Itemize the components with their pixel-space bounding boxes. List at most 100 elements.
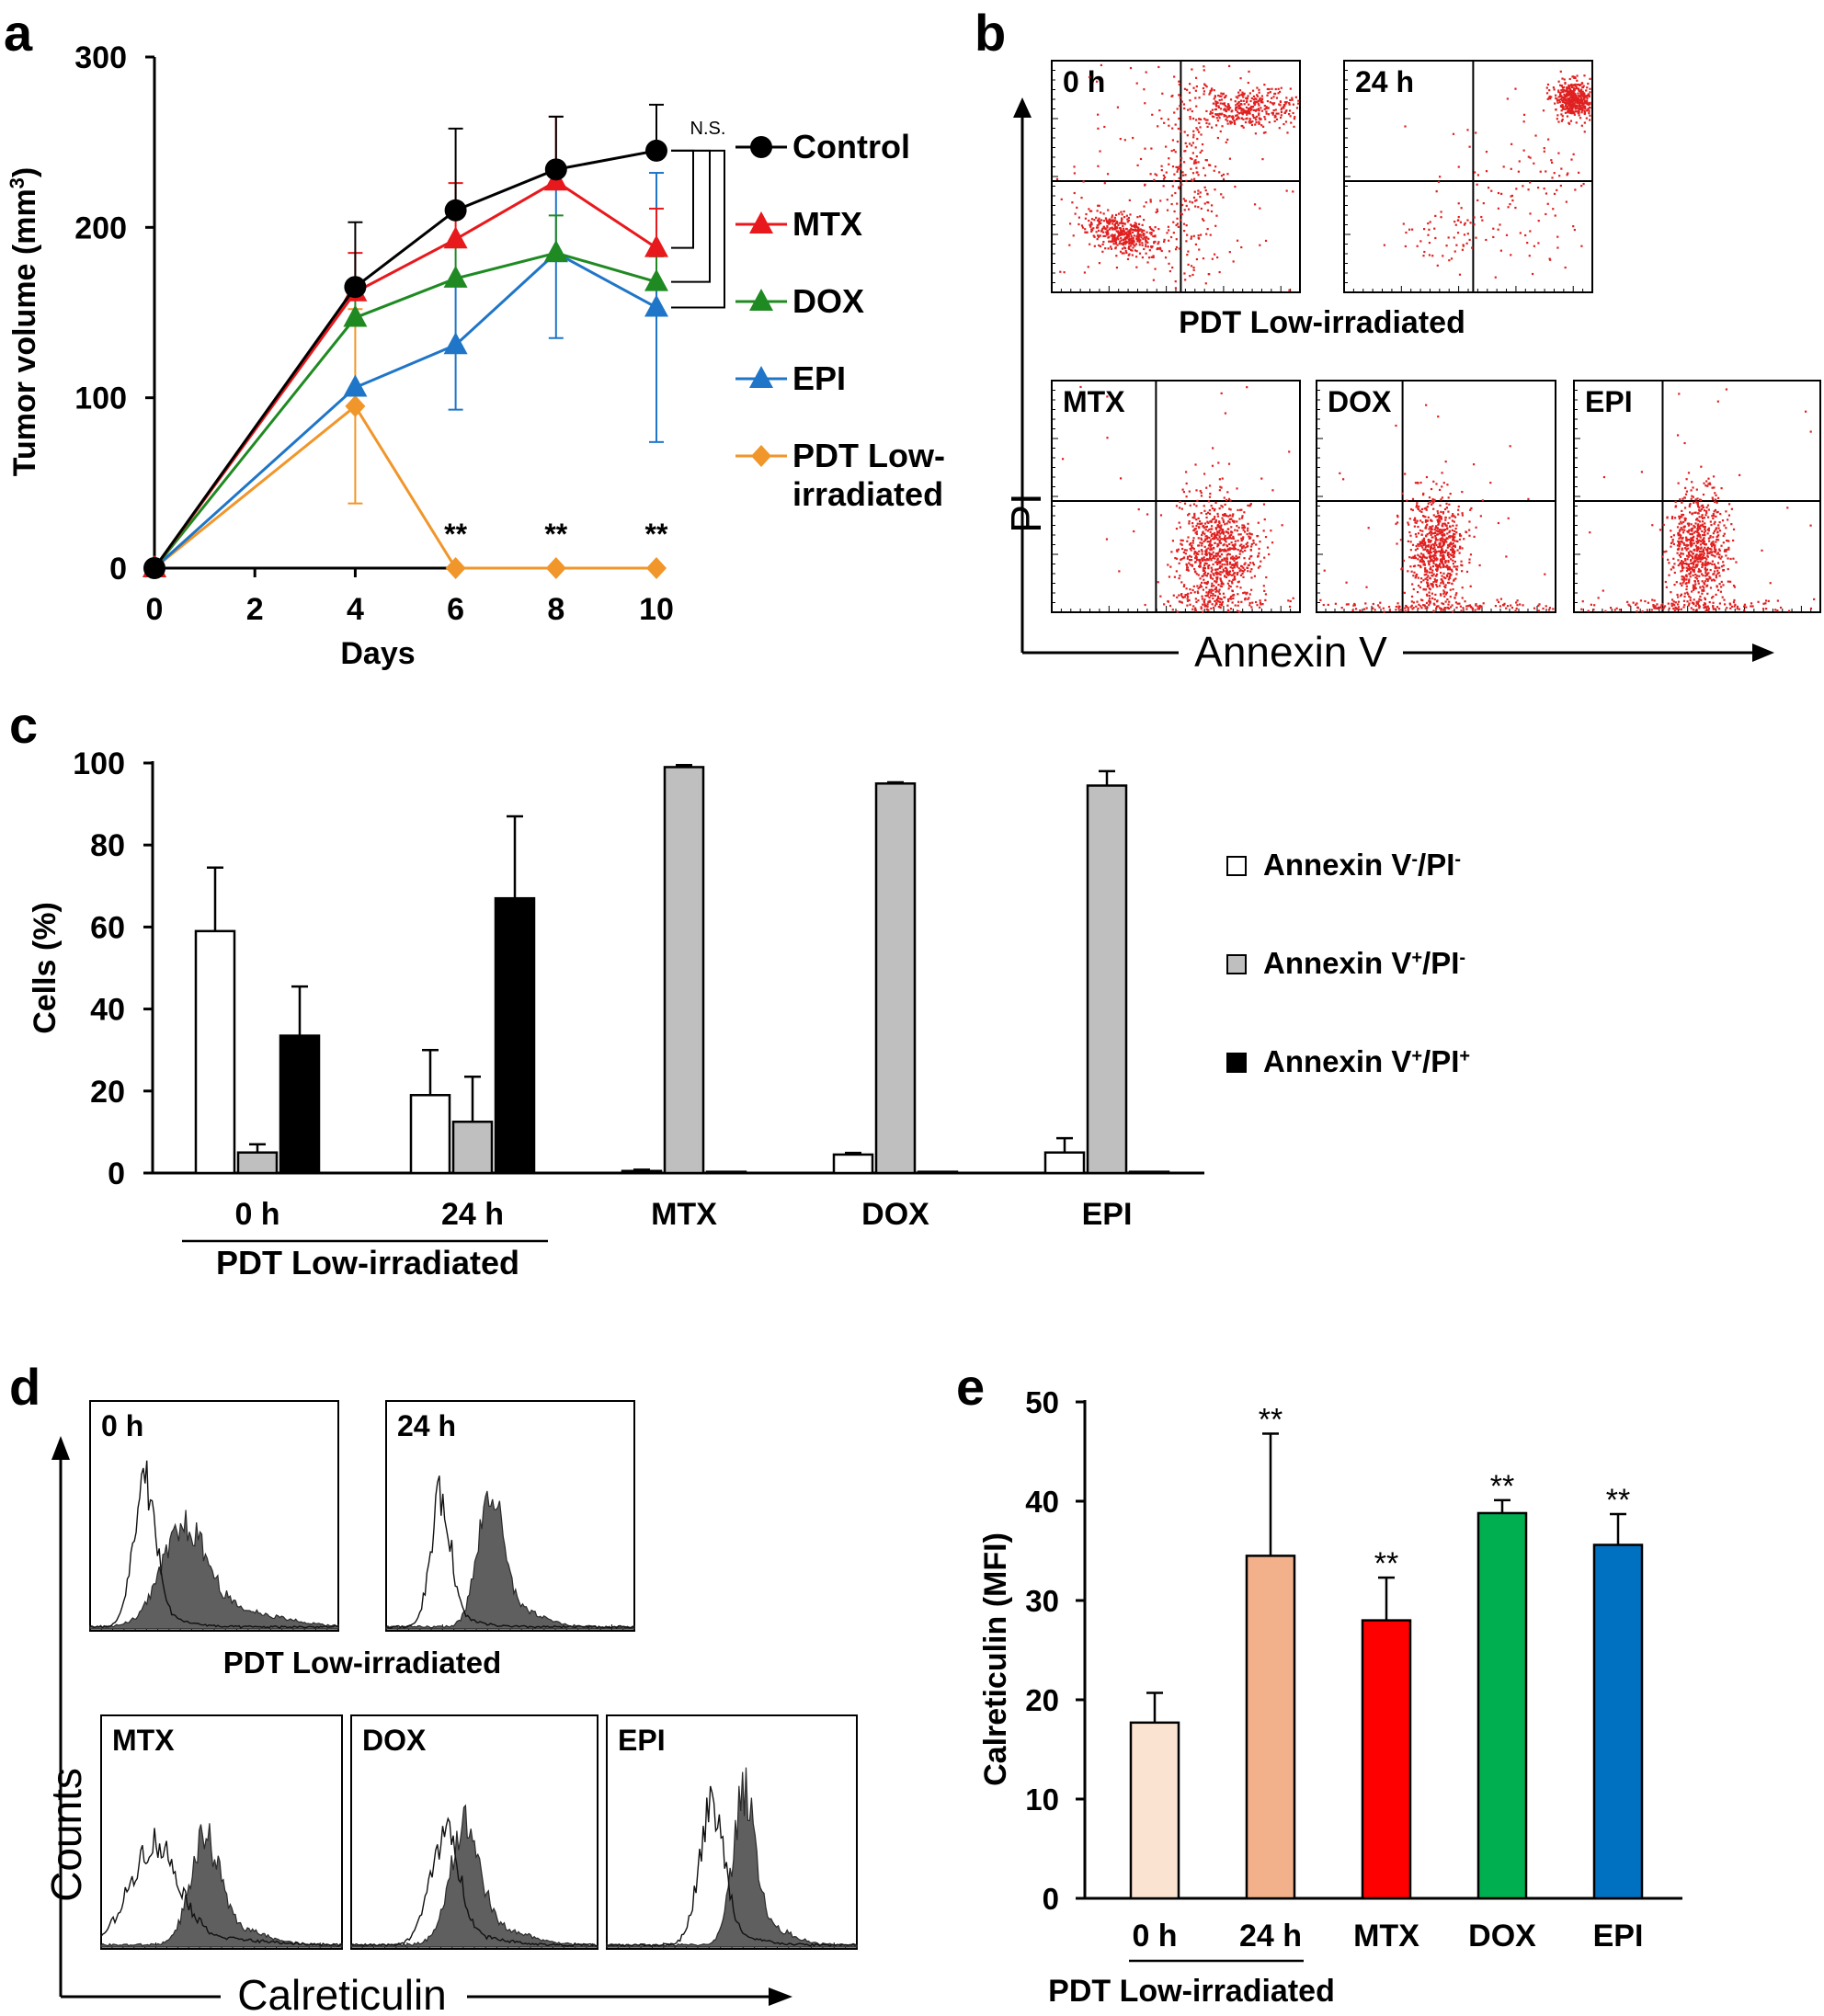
b-dot [1686,554,1689,557]
b-dot [1522,120,1525,123]
b-dot [1558,100,1561,104]
b-dot [1137,238,1141,241]
b-dot [1247,504,1249,507]
b-dot [1211,568,1214,571]
b-dot [1224,549,1226,552]
b-dot [1712,554,1715,557]
b-dot [1187,592,1190,596]
b-dot [1121,218,1123,221]
b-dot [1138,252,1142,255]
b-dot [1226,609,1230,611]
b-dot [1706,532,1709,535]
b-dot [1227,599,1230,603]
b-dot [1221,582,1225,585]
b-dot [1213,97,1215,100]
b-dot [1462,607,1465,609]
b-dot [1447,603,1450,606]
b-dot [1215,598,1218,600]
b-dot [1732,528,1736,531]
b-dot [1539,170,1542,173]
b-dot [1162,174,1165,177]
b-dot [1697,539,1700,542]
b-dot [1417,607,1419,610]
b-dot [1197,517,1200,519]
b-dot [1728,602,1731,605]
b-dot [1117,230,1120,233]
b-dot [1732,557,1735,560]
b-dot [1232,116,1235,119]
b-dot [1698,526,1701,529]
b-dot [1090,223,1093,226]
b-dot [1195,166,1198,169]
b-dot [1505,607,1508,609]
b-dot [1190,237,1192,240]
b-dot [1214,224,1217,227]
b-dot [1248,107,1252,109]
b-dot [1663,551,1666,553]
b-dot [1088,75,1091,79]
b-dot [1402,222,1405,225]
b-dot [1230,541,1233,544]
b-dot [1687,581,1691,584]
b-dot [1627,603,1630,606]
b-dot [1266,546,1270,549]
b-dot [1285,101,1288,104]
b-dot [1188,598,1191,602]
b-dot [1439,552,1442,554]
b-dot [1407,609,1409,611]
b-dot [1195,155,1198,158]
b-dot [1454,220,1456,223]
b-dot [1208,596,1211,599]
b-dot [1220,98,1224,101]
b-dot [1227,105,1230,108]
b-dot [1163,238,1166,241]
b-dot [1442,563,1444,566]
b-dot [1222,532,1226,535]
b-dot [1218,525,1221,528]
b-dot [1191,179,1194,183]
b-dot [1440,558,1442,561]
b-dot [1545,212,1547,216]
b-dot [1224,534,1226,538]
b-dot [1578,87,1580,90]
b-dot [1255,119,1258,121]
b-dot [1272,103,1275,106]
b-dot [1222,177,1226,181]
b-dot [1117,223,1120,227]
b-dot [1682,575,1684,578]
b-dot [1570,105,1573,108]
b-dot [1442,529,1445,531]
b-dot [1264,536,1268,539]
b-dot [1698,506,1701,508]
c-bar [279,1034,321,1175]
b-dot [1161,92,1164,95]
b-dot [1430,518,1432,522]
b-dot [1529,212,1532,215]
b-dot [1679,529,1682,531]
b-dot [1208,556,1212,560]
b-dot [1431,503,1433,506]
b-dot [1193,517,1196,519]
b-dot [1139,239,1142,242]
b-dot [1171,266,1174,269]
b-dot [1129,213,1132,216]
b-dot [1716,566,1718,569]
b-dot [1214,501,1217,505]
b-dot [1561,106,1564,109]
b-dot [1545,605,1547,608]
b-dot [1478,564,1481,567]
b-dot [1256,86,1259,89]
b-dot [1423,228,1426,231]
b-dot [1727,540,1729,542]
b-dot [1105,538,1109,541]
b-dot [1247,108,1250,110]
b-dot [1442,530,1444,534]
b-dot [1422,515,1425,518]
b-dot [1677,596,1680,598]
b-dot [1580,124,1583,127]
b-dot [1293,125,1295,128]
b-dot [1203,174,1207,177]
b-dot [1102,234,1105,238]
b-dot [1439,488,1442,492]
b-dot [1471,246,1474,249]
